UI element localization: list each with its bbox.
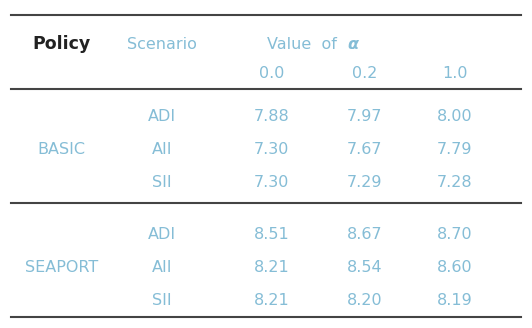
Text: 8.70: 8.70 (437, 227, 472, 242)
Text: 7.30: 7.30 (254, 142, 289, 157)
Text: Policy: Policy (32, 35, 90, 53)
Text: AII: AII (152, 260, 172, 275)
Text: 8.51: 8.51 (253, 227, 289, 242)
Text: 8.60: 8.60 (437, 260, 472, 275)
Text: 8.00: 8.00 (437, 109, 472, 124)
Text: SEAPORT: SEAPORT (24, 260, 98, 275)
Text: 7.79: 7.79 (437, 142, 472, 157)
Text: 8.19: 8.19 (437, 293, 473, 308)
Text: 8.67: 8.67 (347, 227, 382, 242)
Text: 7.28: 7.28 (437, 174, 472, 190)
Text: SII: SII (153, 174, 172, 190)
Text: BASIC: BASIC (37, 142, 85, 157)
Text: Value  of: Value of (267, 37, 347, 52)
Text: 8.21: 8.21 (253, 260, 289, 275)
Text: 0.2: 0.2 (352, 66, 377, 81)
Text: 7.30: 7.30 (254, 174, 289, 190)
Text: α: α (347, 37, 358, 52)
Text: 7.88: 7.88 (253, 109, 289, 124)
Text: 1.0: 1.0 (442, 66, 468, 81)
Text: 8.21: 8.21 (253, 293, 289, 308)
Text: ADI: ADI (148, 109, 176, 124)
Text: ADI: ADI (148, 227, 176, 242)
Text: Scenario: Scenario (127, 37, 197, 52)
Text: 7.67: 7.67 (347, 142, 382, 157)
Text: 8.20: 8.20 (347, 293, 382, 308)
Text: 8.54: 8.54 (347, 260, 382, 275)
Text: 0.0: 0.0 (259, 66, 284, 81)
Text: 7.29: 7.29 (347, 174, 382, 190)
Text: SII: SII (153, 293, 172, 308)
Text: 7.97: 7.97 (347, 109, 382, 124)
Text: AII: AII (152, 142, 172, 157)
